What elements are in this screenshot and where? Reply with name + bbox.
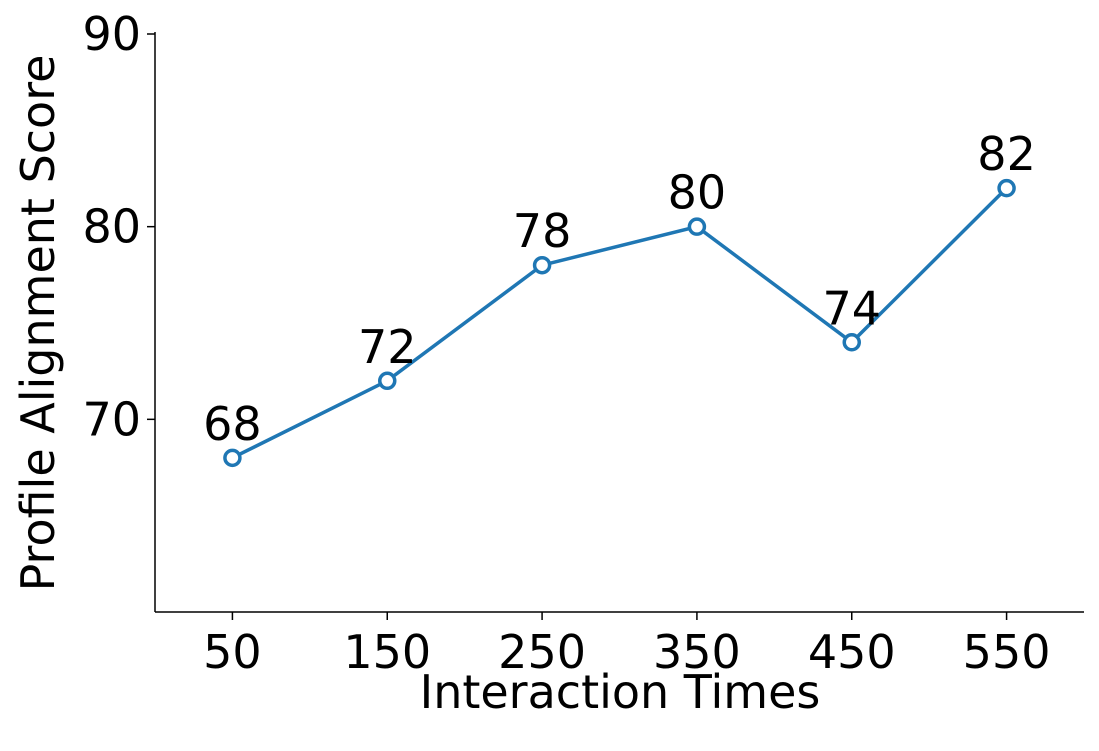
- marker: [997, 178, 1016, 198]
- x-axis-label: Interaction Times: [420, 665, 821, 719]
- x-tick-label: 250: [498, 625, 586, 679]
- y-tick-label: 70: [82, 392, 141, 446]
- data-label: 78: [513, 204, 572, 258]
- x-tick-label: 550: [963, 625, 1051, 679]
- marker: [842, 333, 861, 352]
- x-tick-label: 350: [653, 625, 741, 679]
- data-label: 68: [203, 397, 262, 451]
- x-tick-label: 150: [343, 625, 431, 679]
- data-label: 80: [668, 166, 727, 220]
- y-axis-label: Profile Alignment Score: [11, 55, 65, 592]
- y-tick-label: 80: [82, 200, 141, 254]
- marker: [378, 371, 397, 391]
- line: [231, 186, 1008, 460]
- data-label: 82: [977, 127, 1036, 181]
- data-label: 74: [822, 281, 881, 335]
- x-tick-label: 50: [203, 625, 262, 679]
- marker: [223, 448, 242, 468]
- y-tick-label: 90: [82, 7, 141, 61]
- marker: [687, 217, 707, 236]
- marker: [532, 255, 552, 275]
- x-tick-label: 450: [808, 625, 896, 679]
- data-label: 72: [358, 320, 417, 374]
